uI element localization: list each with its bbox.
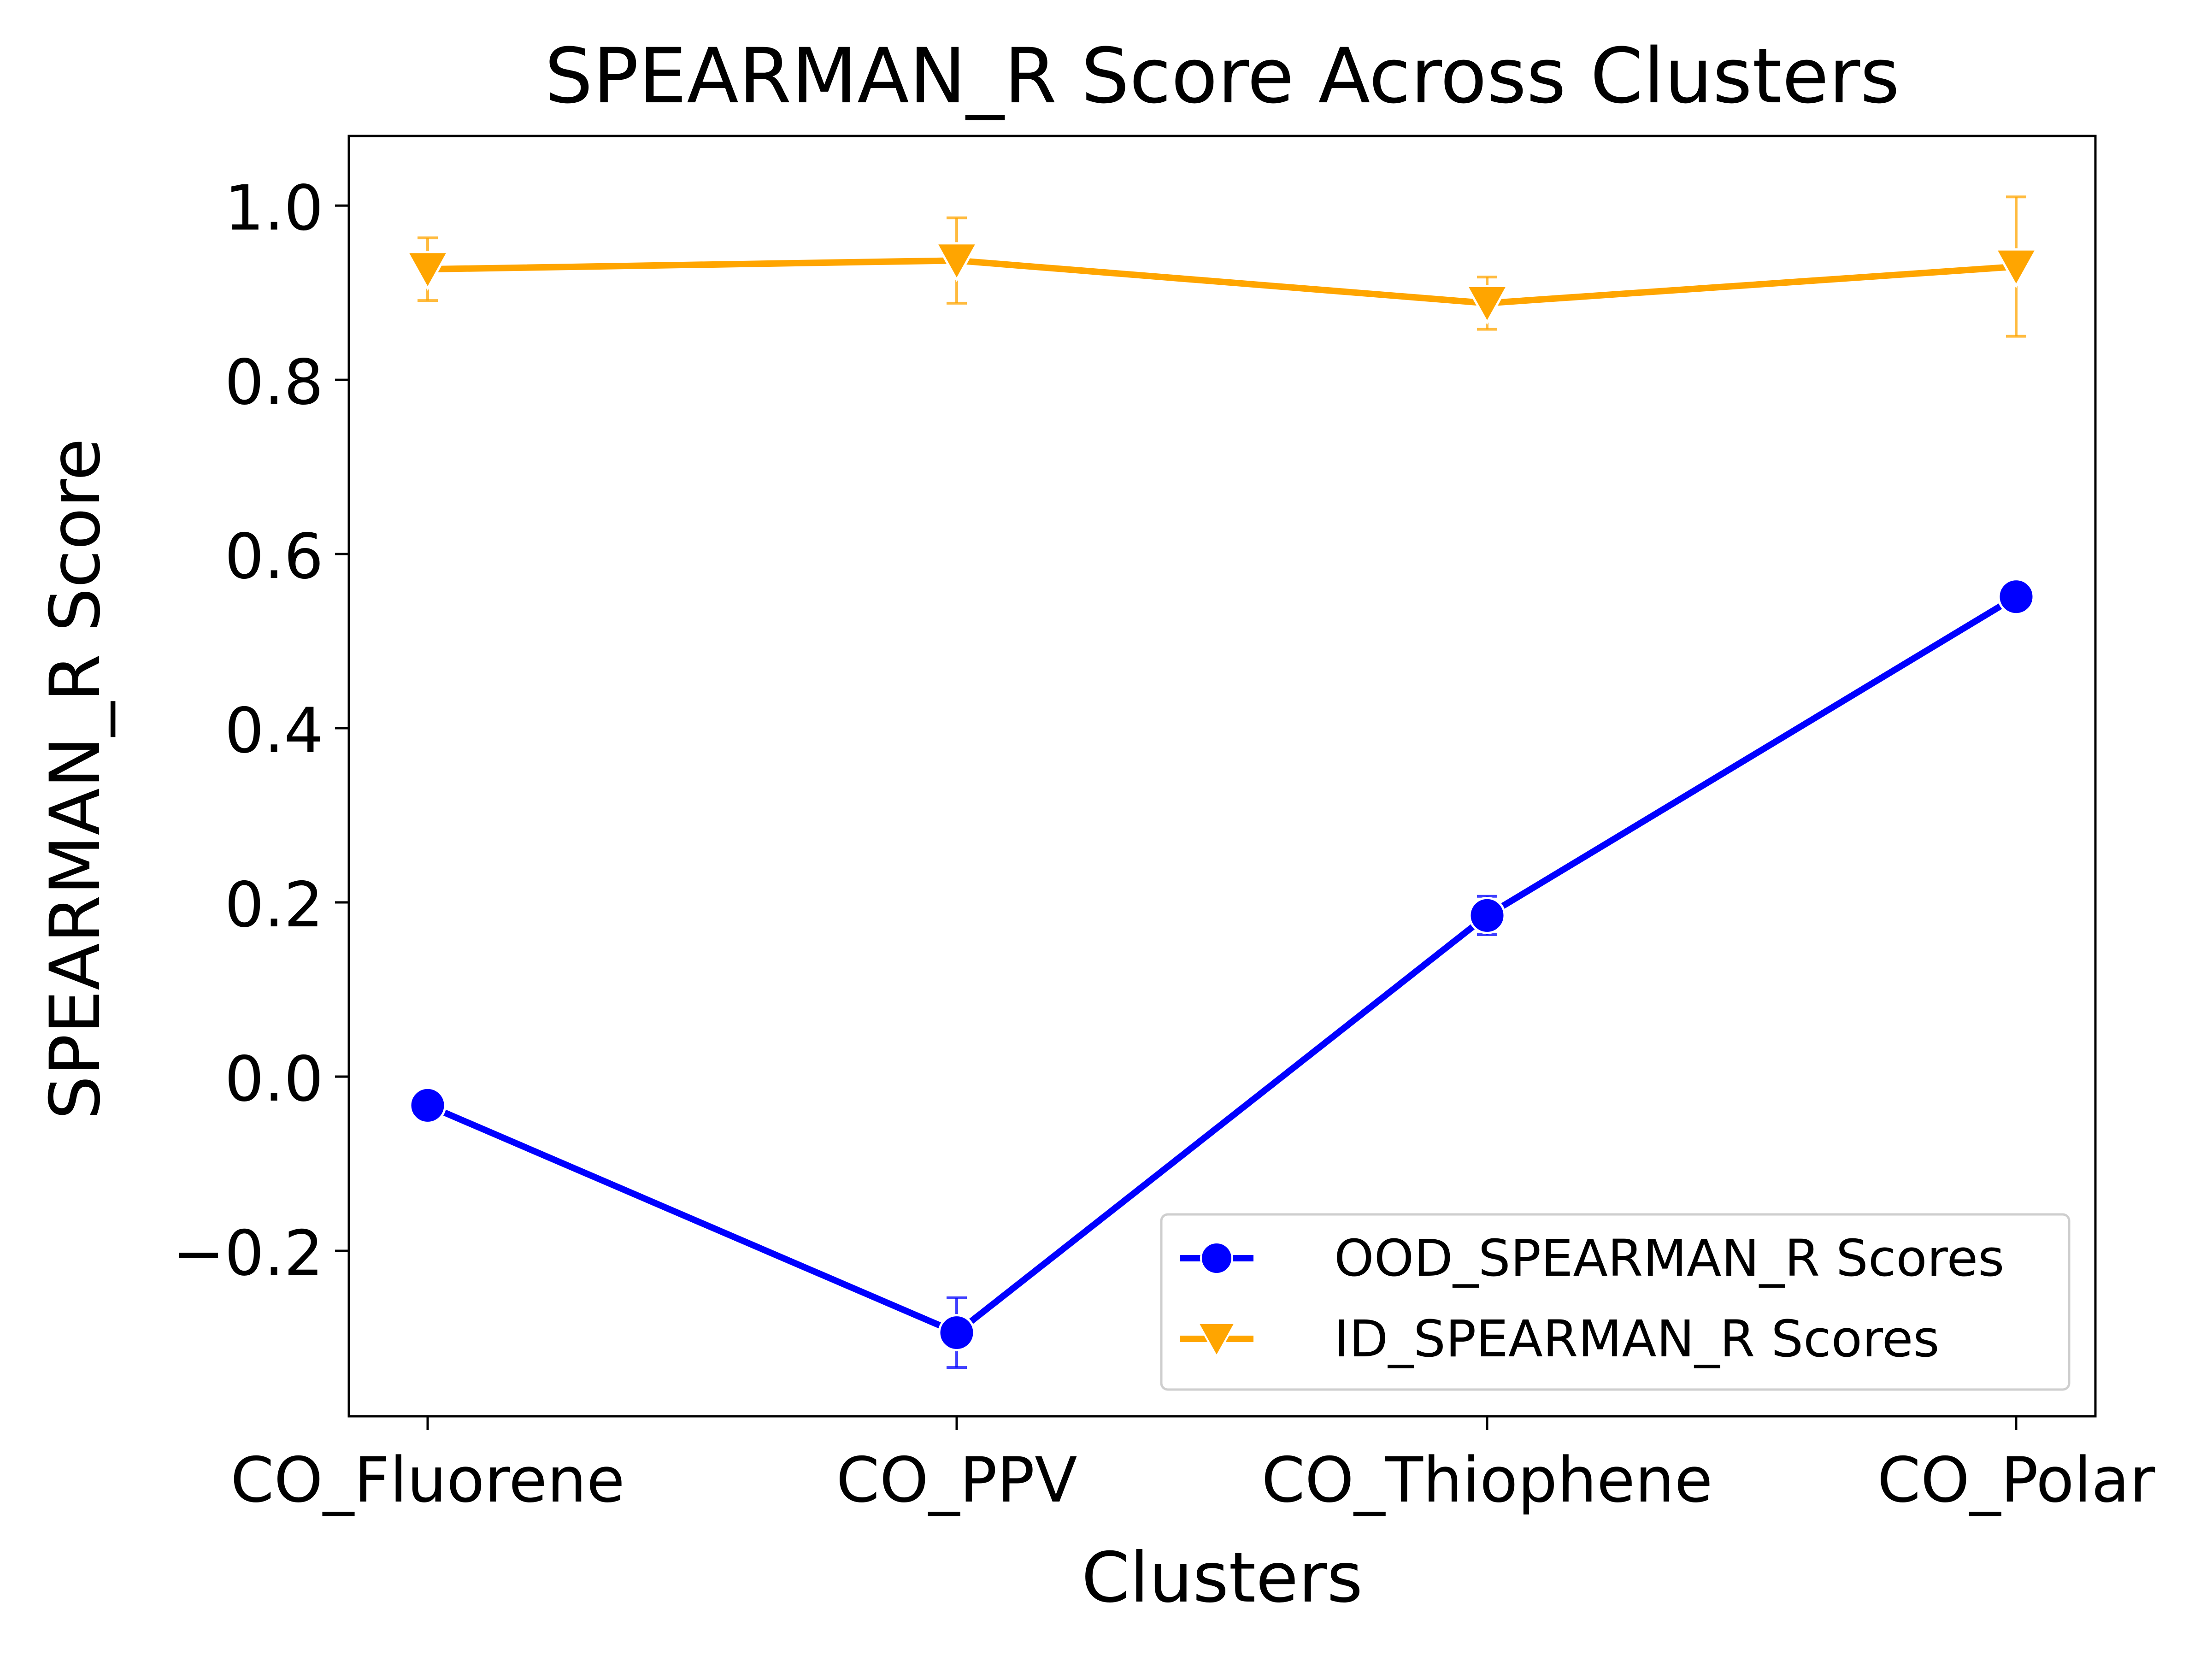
data-point bbox=[1994, 248, 2039, 289]
series-line-ood bbox=[426, 594, 2018, 1336]
chart-title: SPEARMAN_R Score Across Clusters bbox=[545, 32, 1900, 120]
x-tick-label: CO_PPV bbox=[836, 1444, 1077, 1516]
x-tick-label: CO_Thiophene bbox=[1261, 1444, 1712, 1516]
legend bbox=[1160, 1213, 2071, 1391]
data-point bbox=[1997, 578, 2035, 616]
x-tick-label: CO_Polar bbox=[1877, 1444, 2155, 1516]
data-point bbox=[1468, 896, 1506, 934]
y-tick-label: 1.0 bbox=[224, 172, 324, 244]
y-tick-label: 0.6 bbox=[224, 520, 324, 593]
y-tick-label: 0.0 bbox=[224, 1043, 324, 1115]
legend-label: OOD_SPEARMAN_R Scores bbox=[1334, 1229, 2004, 1288]
y-tick-label: 0.2 bbox=[224, 869, 324, 941]
data-point bbox=[938, 1314, 976, 1352]
plot-area: −0.2 0.0 0.2 0.4 0.6 0.8 1.0 CO_Fluorene CO_PPV C… bbox=[172, 135, 2155, 1516]
data-point bbox=[934, 242, 979, 283]
legend-marker bbox=[1196, 1322, 1237, 1359]
y-tick-label: −0.2 bbox=[172, 1217, 324, 1290]
x-tick-label: CO_Fluorene bbox=[230, 1444, 625, 1516]
data-point bbox=[405, 251, 450, 291]
plot-frame bbox=[347, 135, 2097, 1418]
legend-marker bbox=[1200, 1242, 1233, 1275]
data-point bbox=[1465, 284, 1510, 325]
y-tick-label: 0.8 bbox=[224, 346, 324, 418]
y-axis-label: SPEARMAN_R Score bbox=[35, 438, 116, 1120]
series-line-id bbox=[427, 257, 2017, 306]
legend-label: ID_SPEARMAN_R Scores bbox=[1334, 1309, 1940, 1368]
data-point bbox=[409, 1086, 447, 1124]
x-axis-label: Clusters bbox=[1082, 1538, 1363, 1618]
y-tick-label: 0.4 bbox=[224, 695, 324, 767]
